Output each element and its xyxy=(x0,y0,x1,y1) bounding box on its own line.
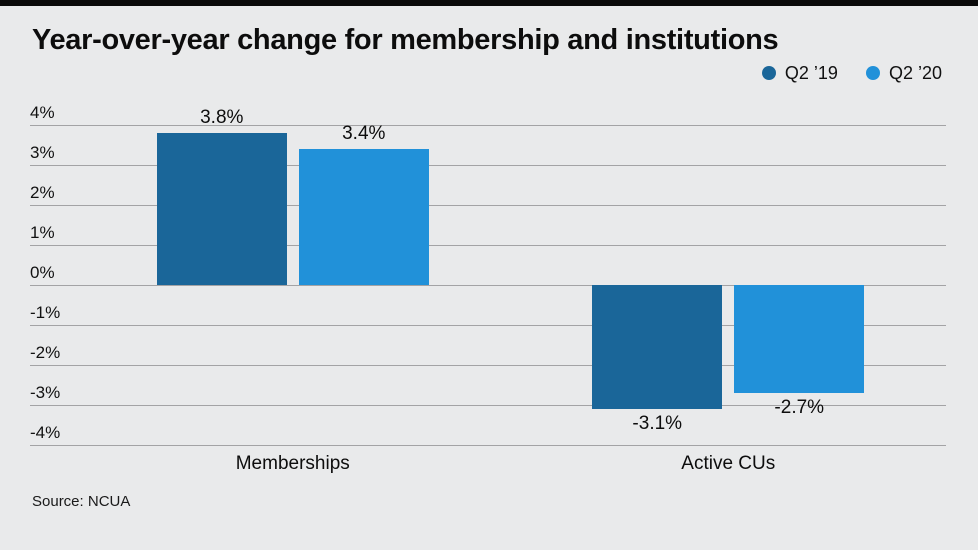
legend-item-q2-19: Q2 ’19 xyxy=(761,62,838,84)
category-label: Active CUs xyxy=(681,453,776,474)
gridline xyxy=(30,405,946,406)
gridline xyxy=(30,365,946,366)
y-axis-label: 1% xyxy=(30,223,55,242)
y-axis-label: -1% xyxy=(30,303,61,322)
bar xyxy=(592,285,723,409)
bar-value-label: -3.1% xyxy=(632,413,683,434)
gridline xyxy=(30,285,946,286)
y-axis-label: -3% xyxy=(30,383,61,402)
bar xyxy=(156,133,287,285)
bar xyxy=(734,285,865,393)
legend-label: Q2 ’20 xyxy=(888,62,942,83)
bar-value-label: -2.7% xyxy=(774,397,825,418)
y-axis-label: -4% xyxy=(30,423,61,442)
legend: Q2 ’19 Q2 ’20 xyxy=(0,61,942,85)
bar xyxy=(298,149,429,285)
bar-value-label: 3.4% xyxy=(342,123,386,144)
y-axis-label: 2% xyxy=(30,183,55,202)
top-border xyxy=(0,0,978,6)
y-axis-label: 4% xyxy=(30,103,55,122)
y-axis-label: 3% xyxy=(30,143,55,162)
legend-item-q2-20: Q2 ’20 xyxy=(865,62,942,84)
gridline xyxy=(30,325,946,326)
legend-dot xyxy=(865,66,880,80)
source-note: Source: NCUA xyxy=(32,493,131,510)
chart-title: Year-over-year change for membership and… xyxy=(32,24,779,56)
y-axis-label: 0% xyxy=(30,263,55,282)
category-label: Memberships xyxy=(235,453,350,474)
y-axis-label: -2% xyxy=(30,343,61,362)
chart-area: 4% 3% 2% 1% 0% -1% -2% -3% -4% 3.8% 3.4% Membership… xyxy=(0,95,978,487)
gridline xyxy=(30,165,946,166)
legend-dot xyxy=(761,66,776,80)
gridline xyxy=(30,125,946,126)
bar-value-label: 3.8% xyxy=(200,107,244,128)
gridline xyxy=(30,445,946,446)
gridline xyxy=(30,205,946,206)
chart-card: Year-over-year change for membership and… xyxy=(0,24,978,510)
legend-label: Q2 ’19 xyxy=(784,62,838,83)
gridline xyxy=(30,245,946,246)
